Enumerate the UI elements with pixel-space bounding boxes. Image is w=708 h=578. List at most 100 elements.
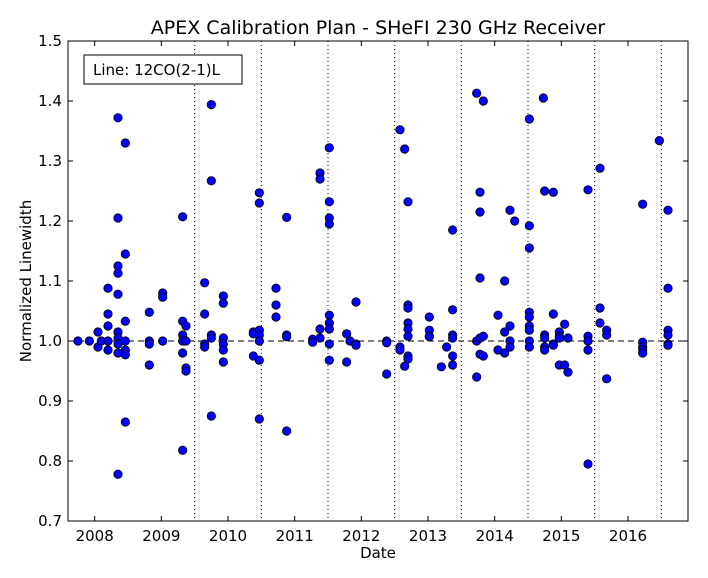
- data-point: [583, 185, 593, 195]
- data-point: [475, 207, 485, 217]
- data-point: [271, 283, 281, 293]
- data-point: [524, 221, 534, 231]
- x-tick-label: 2010: [209, 527, 247, 545]
- data-point: [120, 350, 130, 360]
- data-point: [181, 336, 191, 346]
- data-point: [103, 283, 113, 293]
- x-tick-label: 2013: [409, 527, 447, 545]
- data-point: [638, 348, 648, 358]
- data-point: [144, 360, 154, 370]
- data-point: [478, 331, 488, 341]
- data-point: [324, 310, 334, 320]
- data-point: [113, 289, 123, 299]
- data-point: [505, 342, 515, 352]
- data-point: [342, 357, 352, 367]
- y-tick-label: 1.2: [38, 212, 62, 230]
- x-tick-label: 2012: [342, 527, 380, 545]
- data-point: [282, 426, 292, 436]
- data-point: [254, 336, 264, 346]
- data-point: [500, 348, 510, 358]
- data-point: [120, 316, 130, 326]
- data-point: [103, 336, 113, 346]
- y-axis-label: Normalized Linewidth: [17, 200, 35, 362]
- data-point: [120, 138, 130, 148]
- data-point: [524, 325, 534, 335]
- data-point: [144, 307, 154, 317]
- data-point: [158, 336, 168, 346]
- data-point: [663, 205, 673, 215]
- data-point: [448, 351, 458, 361]
- x-tick-label: 2009: [142, 527, 180, 545]
- data-point: [560, 319, 570, 329]
- data-point: [505, 205, 515, 215]
- data-point: [254, 198, 264, 208]
- x-tick-label: 2014: [476, 527, 514, 545]
- data-point: [493, 310, 503, 320]
- data-point: [351, 297, 361, 307]
- data-point: [206, 176, 216, 186]
- data-point: [563, 333, 573, 343]
- data-point: [254, 355, 264, 365]
- data-point: [206, 411, 216, 421]
- chart-title: APEX Calibration Plan - SHeFI 230 GHz Re…: [151, 17, 606, 39]
- x-tick-label: 2008: [76, 527, 114, 545]
- y-tick-label: 1.1: [38, 272, 62, 290]
- data-point: [395, 345, 405, 355]
- data-point: [400, 144, 410, 154]
- data-point: [103, 309, 113, 319]
- y-tick-label: 0.7: [38, 512, 62, 530]
- data-point: [663, 340, 673, 350]
- data-point: [602, 374, 612, 384]
- y-tick-label: 1.5: [38, 32, 62, 50]
- data-point: [113, 213, 123, 223]
- data-point: [103, 321, 113, 331]
- data-point: [663, 330, 673, 340]
- data-point: [595, 303, 605, 313]
- legend-frame: [83, 54, 243, 85]
- plot-area: [68, 41, 688, 521]
- y-tick-label: 0.9: [38, 392, 62, 410]
- data-point: [500, 327, 510, 337]
- data-point: [254, 414, 264, 424]
- data-point: [403, 354, 413, 364]
- data-point: [382, 338, 392, 348]
- data-point: [548, 309, 558, 319]
- data-point: [113, 469, 123, 479]
- data-point: [472, 88, 482, 98]
- data-point: [540, 345, 550, 355]
- x-axis-label: Date: [360, 544, 396, 562]
- data-point: [540, 333, 550, 343]
- data-point: [563, 367, 573, 377]
- data-point: [382, 369, 392, 379]
- data-point: [602, 330, 612, 340]
- data-points: [73, 88, 673, 479]
- data-point: [324, 219, 334, 229]
- data-point: [478, 96, 488, 106]
- y-tick-label: 1.3: [38, 152, 62, 170]
- data-point: [424, 332, 434, 342]
- data-point: [524, 114, 534, 124]
- data-point: [442, 342, 452, 352]
- data-point: [448, 225, 458, 235]
- data-point: [120, 336, 130, 346]
- data-point: [524, 243, 534, 253]
- data-point: [271, 300, 281, 310]
- data-point: [113, 113, 123, 123]
- data-point: [120, 249, 130, 259]
- data-point: [351, 340, 361, 350]
- data-point: [181, 321, 191, 331]
- data-point: [663, 283, 673, 293]
- data-point: [554, 333, 564, 343]
- legend-text: Line: 12CO(2-1)L: [93, 61, 221, 79]
- year-divider-lines: [194, 41, 662, 521]
- data-point: [654, 136, 664, 146]
- data-point: [84, 336, 94, 346]
- data-point: [524, 312, 534, 322]
- y-tick-label: 0.8: [38, 452, 62, 470]
- data-point: [524, 342, 534, 352]
- data-point: [200, 278, 210, 288]
- data-point: [218, 298, 228, 308]
- x-axis-ticks: 2008 2009 2010 2011 2012 2013 2014 2015 2016: [76, 41, 647, 545]
- data-point: [548, 340, 558, 350]
